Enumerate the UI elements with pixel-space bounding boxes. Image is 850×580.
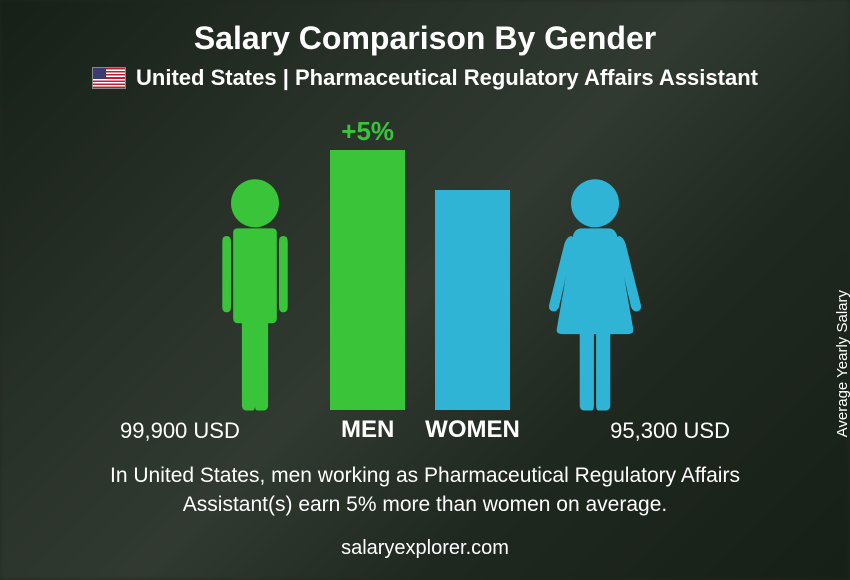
- page-title: Salary Comparison By Gender: [194, 20, 656, 57]
- women-label: WOMEN: [425, 416, 520, 444]
- men-figure-column: [200, 176, 310, 444]
- men-salary-label: 99,900 USD: [120, 418, 240, 444]
- country-label: United States: [136, 65, 277, 90]
- women-salary-label: 95,300 USD: [610, 418, 730, 444]
- man-icon: [200, 176, 310, 416]
- subtitle-row: United States | Pharmaceutical Regulator…: [92, 65, 758, 91]
- women-figure-column: [540, 176, 650, 444]
- y-axis-label: Average Yearly Salary: [834, 290, 850, 437]
- men-bar: [330, 150, 405, 410]
- content-wrapper: Salary Comparison By Gender United State…: [0, 0, 850, 580]
- men-bar-column: +5% MEN: [330, 150, 405, 444]
- job-title-label: Pharmaceutical Regulatory Affairs Assist…: [295, 65, 758, 90]
- chart-area: 99,900 USD +5% MEN WOMEN: [30, 111, 820, 444]
- women-bar: [435, 190, 510, 410]
- women-bar-column: WOMEN: [425, 190, 520, 444]
- subtitle: United States | Pharmaceutical Regulator…: [136, 65, 758, 91]
- us-flag-icon: [92, 67, 126, 89]
- footer-attribution: salaryexplorer.com: [341, 537, 509, 560]
- separator: |: [277, 65, 295, 90]
- men-label: MEN: [341, 416, 394, 444]
- percentage-diff-label: +5%: [341, 116, 394, 147]
- woman-icon: [540, 176, 650, 416]
- description-text: In United States, men working as Pharmac…: [55, 462, 795, 519]
